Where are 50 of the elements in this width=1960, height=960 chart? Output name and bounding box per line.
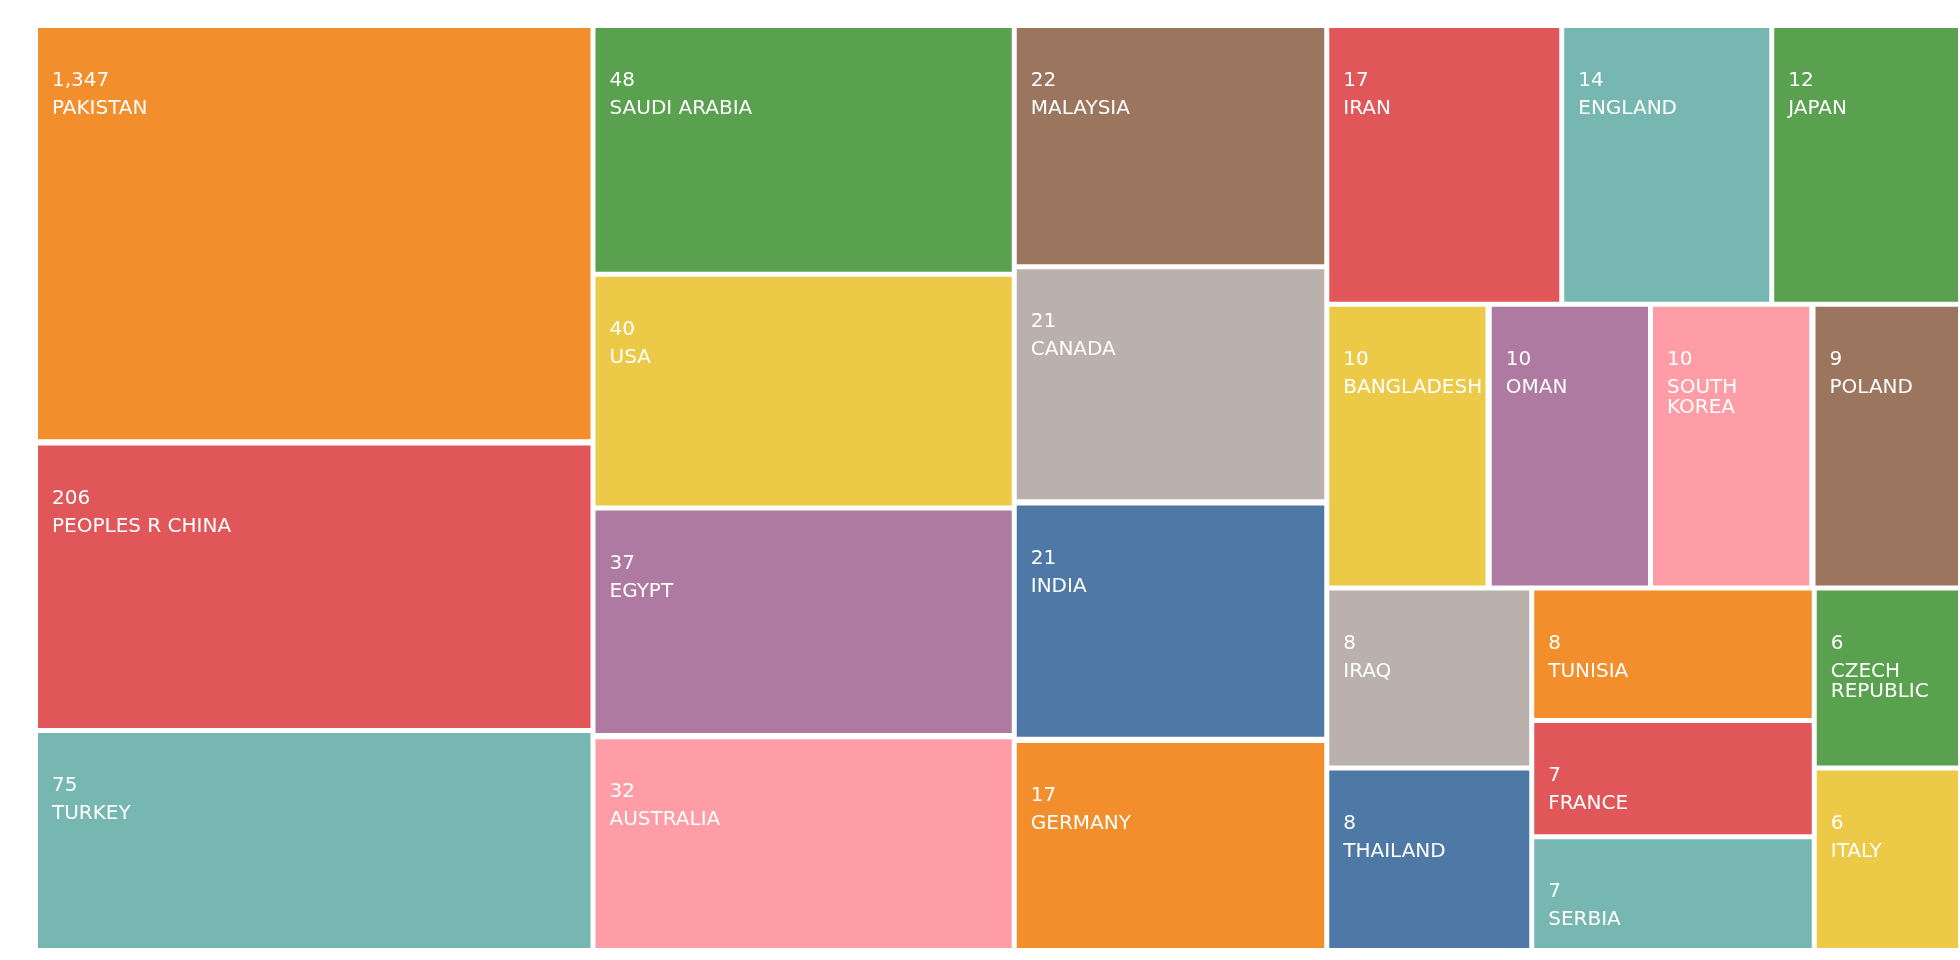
category-label: EGYPT [609,577,674,602]
data-label: 10 [1505,345,1532,370]
data-label: 75 [52,772,78,796]
category-label: TUNISIA [1547,657,1629,682]
data-label: 48 [609,67,635,91]
category-label: SERBIA [1548,906,1622,931]
data-label: 7 [1548,878,1561,903]
category-label: AUSTRALIA [609,806,721,831]
data-label: 10 [1343,345,1369,370]
data-label: 22 [1030,67,1057,91]
category-label: ENGLAND [1578,95,1677,119]
category-label: IRAQ [1343,657,1392,682]
data-label: 206 [52,484,91,509]
category-label: MALAYSIA [1030,95,1131,119]
category-label: PEOPLES R CHINA [52,512,232,537]
category-label: SAUDI ARABIA [609,95,753,119]
category-label: TURKEY [51,800,132,824]
data-label: 1,347 [52,67,110,91]
category-label: OMAN [1505,373,1568,398]
data-label: 10 [1667,345,1693,370]
data-label: 14 [1578,67,1604,91]
category-label: POLAND [1829,373,1913,398]
category-label: ITALY [1830,837,1883,862]
category-label: BANGLADESH [1343,373,1483,398]
category-label: CZECH REPUBLIC [1830,657,1929,702]
data-label: 6 [1830,809,1844,834]
data-label: 21 [1030,544,1057,569]
category-label: GERMANY [1030,810,1132,834]
data-label: 37 [609,549,635,574]
category-label: USA [609,343,652,368]
data-label: 32 [609,778,635,803]
category-label: JAPAN [1786,95,1847,119]
data-label: 7 [1548,762,1561,786]
data-label: 6 [1830,629,1844,654]
data-label: 40 [609,315,635,340]
data-label: 17 [1030,782,1057,806]
data-label: 21 [1030,308,1057,333]
category-label: PAKISTAN [52,95,148,119]
category-label: THAILAND [1342,837,1446,862]
category-label: INDIA [1030,572,1087,597]
data-label: 8 [1548,629,1561,654]
data-label: 17 [1343,67,1369,91]
data-label: 8 [1343,809,1356,834]
category-label: FRANCE [1548,790,1629,814]
category-label: IRAN [1343,95,1391,119]
category-label: SOUTH KOREA [1667,373,1738,418]
category-label: CANADA [1030,336,1117,361]
data-label: 8 [1343,629,1356,654]
data-label: 12 [1788,67,1814,91]
data-label: 9 [1829,345,1843,370]
